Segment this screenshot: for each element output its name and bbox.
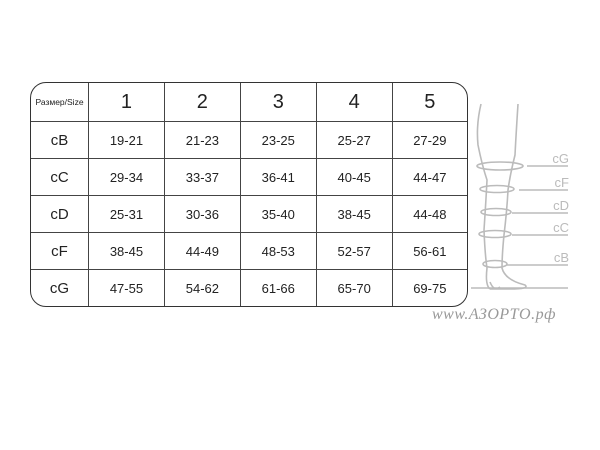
cell: 54-62 [163,269,241,306]
cell: 52-57 [315,232,393,271]
cell: 40-45 [315,158,393,197]
cell: 48-53 [239,232,317,271]
watermark: www.АЗОРТО.рф [432,306,556,323]
row-label: cC [31,158,89,197]
size-header: 3 [239,83,317,122]
cell: 44-47 [391,158,467,197]
cell: 65-70 [315,269,393,306]
measurement-lines [471,165,568,289]
row-label: cF [31,232,89,271]
label-cg: cG [552,151,569,166]
table-row: cF 38-45 44-49 48-53 52-57 56-61 [31,232,467,271]
table-row: cD 25-31 30-36 35-40 38-45 44-48 [31,195,467,234]
corner-label: Размер/Size [31,83,89,122]
table-row: cB 19-21 21-23 23-25 25-27 27-29 [31,120,467,160]
size-header: 1 [88,83,165,122]
label-cf: cF [555,175,570,190]
label-cb: cB [554,250,569,265]
cell: 27-29 [391,120,467,160]
size-header: 5 [391,83,467,122]
label-cd: cD [553,198,569,213]
row-label: cG [31,269,89,306]
cell: 19-21 [88,120,165,160]
size-header: 4 [315,83,393,122]
cell: 47-55 [88,269,165,306]
label-cc: cC [553,220,569,235]
cell: 23-25 [239,120,317,160]
cell: 36-41 [239,158,317,197]
cell: 25-27 [315,120,393,160]
leg-outline-icon [476,103,527,290]
cell: 33-37 [163,158,241,197]
cell: 38-45 [88,232,165,271]
cell: 38-45 [315,195,393,234]
row-label: cD [31,195,89,234]
cell: 21-23 [163,120,241,160]
cell: 44-49 [163,232,241,271]
cell: 69-75 [391,269,467,306]
cell: 29-34 [88,158,165,197]
table-row: cC 29-34 33-37 36-41 40-45 44-47 [31,158,467,197]
cell: 61-66 [239,269,317,306]
cell: 44-48 [391,195,467,234]
leg-measurement-diagram: cG cF cD cC cB [471,103,570,290]
header-row: Размер/Size 1 2 3 4 5 [31,83,467,122]
row-label: cB [31,120,89,160]
cell: 56-61 [391,232,467,271]
cell: 35-40 [239,195,317,234]
table-row: cG 47-55 54-62 61-66 65-70 69-75 [31,269,467,306]
size-header: 2 [163,83,241,122]
size-chart-table: Размер/Size 1 2 3 4 5 cB 19-21 21-23 23-… [30,82,468,307]
cell: 30-36 [163,195,241,234]
cell: 25-31 [88,195,165,234]
